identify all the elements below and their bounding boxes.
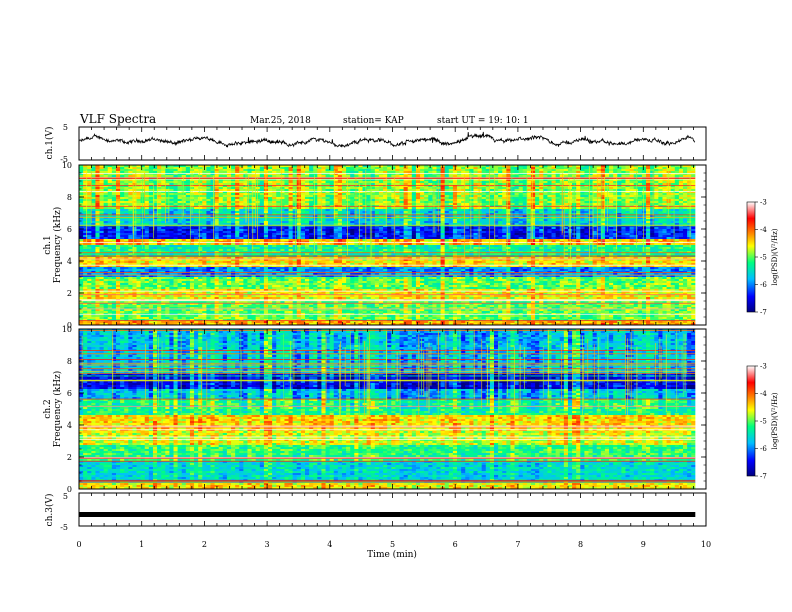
ch1-waveform-trace bbox=[79, 132, 695, 147]
vlf-spectra-figure: VLF Spectra Mar.25, 2018 station= KAP st… bbox=[0, 0, 792, 612]
ch1-ytick-top: 5 bbox=[63, 123, 68, 132]
ch1-waveform-ylabel: ch.1(V) bbox=[44, 127, 55, 160]
ch1-waveform-panel: 5 -5 ch.1(V) bbox=[44, 123, 706, 164]
ch1-spectrogram-image bbox=[79, 165, 706, 326]
station-label: station= KAP bbox=[343, 116, 404, 126]
figure-title: VLF Spectra bbox=[79, 112, 156, 126]
start-time-label: start UT = 19: 10: 1 bbox=[437, 116, 529, 126]
date-label: Mar.25, 2018 bbox=[250, 116, 311, 126]
